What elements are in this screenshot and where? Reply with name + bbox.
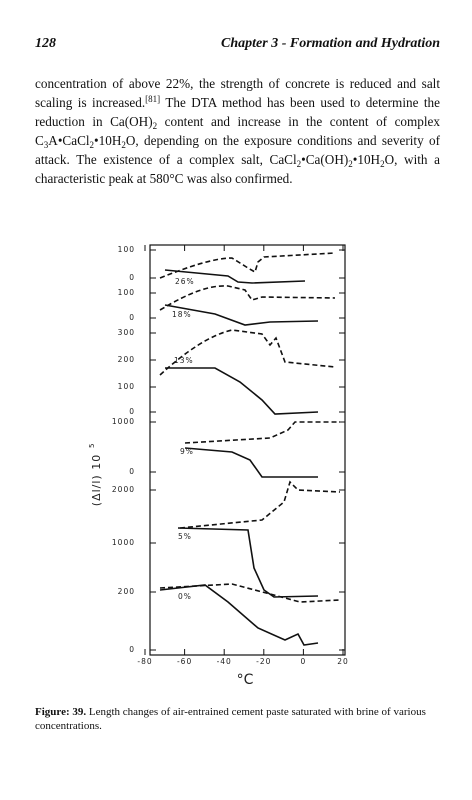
figure: °C (Δl/l) 10 5 1000100030020010001000020… — [88, 244, 349, 688]
citation: [81] — [145, 94, 161, 104]
text: The DTA method has been used to determin… — [35, 95, 440, 129]
subscript: 2 — [152, 121, 158, 131]
subscript: 2 — [380, 159, 385, 169]
x-tick-label: -20 — [256, 657, 271, 666]
curve-label: 9% — [180, 447, 194, 456]
x-tick-label: 20 — [337, 657, 349, 666]
figure-caption: Figure: 39. Length changes of air-entrai… — [35, 705, 440, 733]
curve-label: 5% — [178, 532, 192, 541]
y-tick-label: 1000 — [112, 417, 135, 426]
y-tick-label: 300 — [118, 328, 135, 337]
text: O, with a characteristic peak at 580°C w… — [35, 152, 440, 186]
x-axis-label: °C — [237, 672, 254, 688]
page-number: 128 — [35, 36, 56, 51]
x-tick-label: 0 — [301, 657, 307, 666]
cooling-curve — [164, 269, 306, 284]
plot-frame — [149, 244, 346, 656]
warming-curve — [159, 285, 336, 311]
cooling-curve — [165, 367, 319, 415]
text: •10H — [94, 133, 122, 148]
y-tick-label: 100 — [118, 382, 135, 391]
curve-label: 18% — [172, 310, 192, 319]
y-tick-label: 1000 — [112, 538, 135, 547]
warming-curve — [159, 329, 336, 376]
curve-label: 26% — [175, 277, 195, 286]
text: concentration of above 22%, the strength… — [35, 76, 440, 110]
subscript: 2 — [121, 140, 126, 150]
text: •10H — [352, 152, 381, 167]
curves — [159, 252, 341, 646]
y-tick-label: 0 — [129, 407, 135, 416]
y-tick-label: 200 — [118, 355, 135, 364]
y-tick-label: 100 — [118, 245, 135, 254]
text: A•CaCl — [48, 133, 90, 148]
warming-curve — [179, 480, 341, 529]
caption-label: Figure: 39. — [35, 706, 87, 718]
y-tick-label: 2000 — [112, 485, 135, 494]
subscript: 3 — [43, 140, 49, 150]
subscript: 2 — [348, 159, 353, 169]
chapter-title: Chapter 3 - Formation and Hydration — [221, 36, 440, 51]
text: content and increase in the content of c… — [35, 114, 440, 148]
body-paragraph: concentration of above 22%, the strength… — [35, 74, 440, 188]
text: •Ca(OH) — [301, 152, 349, 167]
y-tick-label: 0 — [129, 313, 135, 322]
subscript: 2 — [296, 159, 302, 169]
x-tick-label: -80 — [137, 657, 152, 666]
cooling-curve — [184, 447, 318, 478]
subscript: 2 — [89, 140, 95, 150]
warming-curve — [159, 252, 336, 279]
curve-label: 13% — [174, 356, 194, 365]
y-tick-label: 0 — [129, 467, 135, 476]
y-tick-label: 0 — [129, 645, 135, 654]
warming-curve — [184, 421, 340, 444]
y-axis-exponent: 5 — [88, 443, 96, 448]
y-axis-label-group: (Δl/l) 10 5 — [88, 443, 103, 507]
cooling-curve — [177, 527, 319, 598]
y-tick-label: 200 — [118, 587, 135, 596]
text: O, depending on the exposure conditions … — [35, 133, 440, 167]
x-tick-label: -60 — [177, 657, 192, 666]
cooling-curve — [164, 304, 319, 326]
curve-label: 0% — [178, 592, 192, 601]
x-tick-label: -40 — [217, 657, 232, 666]
caption-text: Length changes of air-entrained cement p… — [35, 706, 426, 732]
y-tick-label: 100 — [118, 288, 135, 297]
warming-curve — [159, 583, 341, 603]
cooling-curve — [159, 584, 319, 646]
y-tick-label: 0 — [129, 273, 135, 282]
y-axis-label: (Δl/l) 10 — [90, 454, 103, 506]
